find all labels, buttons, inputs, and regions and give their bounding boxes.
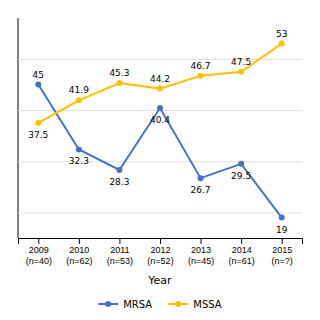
x-tick-mark bbox=[241, 238, 242, 244]
data-label: 19 bbox=[276, 225, 288, 235]
series-line bbox=[38, 85, 281, 218]
point bbox=[116, 80, 122, 86]
plot: 2009(n=40) 2010(n=62) 2011(n=53) 2012(n=52)… bbox=[18, 18, 303, 266]
legend-marker bbox=[105, 301, 111, 307]
point bbox=[157, 105, 163, 111]
data-label: 41.9 bbox=[69, 85, 89, 95]
x-tick: 2009(n=40) bbox=[26, 238, 52, 266]
data-labels: 45 32.3 28.3 40.4 26.7 29.5 19 37.5 41.9 45.3 44.2… bbox=[28, 29, 287, 235]
y-axis-line bbox=[18, 18, 19, 238]
x-tick-mark bbox=[282, 238, 283, 244]
series-group bbox=[35, 41, 284, 221]
data-label: 44.2 bbox=[150, 74, 170, 84]
point bbox=[35, 82, 41, 88]
x-tick-mark bbox=[201, 238, 202, 244]
point bbox=[279, 41, 285, 47]
point bbox=[76, 146, 82, 152]
y-tick bbox=[18, 161, 302, 162]
point bbox=[198, 175, 204, 181]
x-tick-label: 2011(n=53) bbox=[107, 245, 133, 265]
data-label: 46.7 bbox=[191, 61, 211, 71]
x-tick: 2014(n=61) bbox=[229, 238, 255, 266]
x-tick-mark bbox=[79, 238, 80, 244]
legend-item: MRSA bbox=[98, 299, 152, 310]
x-axis-line bbox=[19, 239, 303, 245]
data-label: 29.5 bbox=[231, 171, 251, 181]
point bbox=[116, 167, 122, 173]
point bbox=[157, 86, 163, 92]
data-label: 37.5 bbox=[28, 130, 48, 140]
x-tick-mark bbox=[38, 238, 39, 244]
point bbox=[76, 97, 82, 103]
x-tick-label: 2009(n=40) bbox=[26, 245, 52, 265]
x-tick-label: 2015(n=?) bbox=[272, 245, 293, 265]
x-tick-label: 2013(n=45) bbox=[188, 245, 214, 265]
point bbox=[198, 73, 204, 79]
legend-label: MSSA bbox=[193, 299, 222, 310]
data-label: 28.3 bbox=[109, 177, 129, 187]
legend-item: MSSA bbox=[168, 299, 222, 310]
data-label: 40.4 bbox=[150, 115, 170, 125]
grid-line bbox=[18, 161, 302, 162]
y-axis bbox=[18, 18, 302, 238]
data-label: 53 bbox=[276, 29, 287, 39]
legend: MRSA MSSA bbox=[98, 299, 222, 310]
x-tick-label: 2014(n=61) bbox=[229, 245, 255, 265]
x-tick-mark bbox=[160, 238, 161, 244]
x-tick-label: 2010(n=62) bbox=[66, 245, 92, 265]
data-label: 45 bbox=[33, 70, 44, 80]
point bbox=[35, 120, 41, 126]
x-axis-title: Year bbox=[147, 274, 172, 287]
data-label: 32.3 bbox=[69, 156, 89, 166]
data-label: 26.7 bbox=[191, 185, 211, 195]
y-tick bbox=[18, 212, 302, 213]
legend-label: MRSA bbox=[123, 299, 152, 310]
x-tick: 2013(n=45) bbox=[188, 238, 214, 266]
x-tick: 2011(n=53) bbox=[107, 238, 133, 266]
data-label: 45.3 bbox=[109, 68, 129, 78]
point bbox=[279, 215, 285, 221]
legend-marker bbox=[175, 301, 181, 307]
chart: 2009(n=40) 2010(n=62) 2011(n=53) 2012(n=52)… bbox=[0, 0, 320, 320]
x-tick: 2010(n=62) bbox=[66, 238, 92, 266]
x-axis: 2009(n=40) 2010(n=62) 2011(n=53) 2012(n=52)… bbox=[19, 238, 303, 266]
data-label: 47.5 bbox=[231, 57, 251, 67]
x-tick: 2012(n=52) bbox=[147, 238, 173, 266]
grid-line bbox=[18, 212, 302, 213]
series-line bbox=[38, 44, 281, 123]
point bbox=[238, 69, 244, 75]
x-tick: 2015(n=?) bbox=[272, 238, 293, 266]
x-tick-mark bbox=[119, 238, 120, 244]
x-tick-label: 2012(n=52) bbox=[147, 245, 173, 265]
point bbox=[238, 161, 244, 167]
